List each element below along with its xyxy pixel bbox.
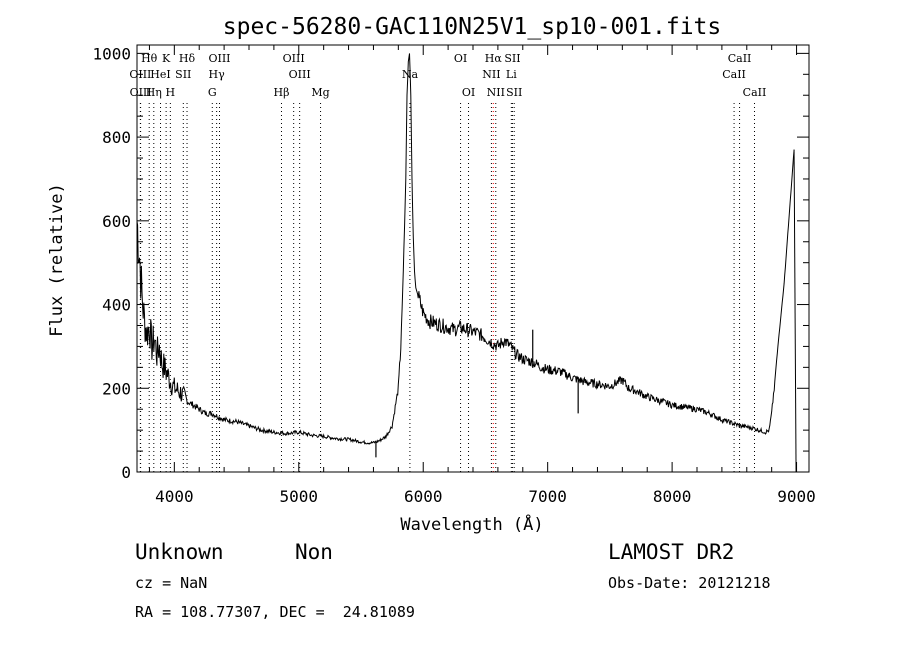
axes: 4000 5000 6000 7000 8000 9000 0 200 400 600 800 100… [92,44,815,506]
line-label: Hα [485,52,503,65]
y-tick-label: 800 [102,128,131,147]
line-label: H [166,86,176,99]
chart-title: spec-56280-GAC110N25V1_sp10-001.fits [223,14,722,40]
y-tick-label: 0 [121,463,131,482]
line-label: OIII [208,52,230,65]
y-axis-label: Flux (relative) [47,183,67,337]
x-tick-label: 7000 [528,487,567,506]
redshift-cz: cz = NaN [135,574,208,592]
y-tick-label: 400 [102,296,131,315]
line-label: CaII [728,52,752,65]
line-label: Li [506,68,517,81]
object-subclass: Non [295,540,333,564]
line-label: OI [462,86,475,99]
x-tick-label: 6000 [404,487,443,506]
line-label: Hβ [274,86,290,99]
y-tick-label: 600 [102,212,131,231]
line-label: CaII [743,86,767,99]
line-label: HeI [150,68,170,81]
line-label: NII [487,86,505,99]
line-label: OI [454,52,467,65]
x-tick-label: 9000 [777,487,816,506]
line-label: SII [506,86,522,99]
line-label: OIII [283,52,305,65]
line-label: Hθ [141,52,158,65]
line-label: NII [482,68,500,81]
x-tick-label: 8000 [653,487,692,506]
plot-frame [136,44,810,473]
line-label: G [208,86,217,99]
line-label: SII [175,68,191,81]
spectrum-series-layer [136,53,797,473]
x-axis-label: Wavelength (Å) [400,513,543,535]
line-label: Hδ [179,52,196,65]
line-label: SII [504,52,520,65]
line-label: Mg [311,86,329,99]
y-tick-label: 1000 [92,44,131,63]
line-label: Hη [146,86,162,99]
coordinates: RA = 108.77307, DEC = 24.81089 [135,603,415,621]
object-class: Unknown [135,540,224,564]
obs-date: Obs-Date: 20121218 [608,574,771,592]
survey-name: LAMOST DR2 [608,540,735,564]
line-label: CaII [722,68,746,81]
y-tick-label: 200 [102,379,131,398]
x-tick-label: 5000 [280,487,319,506]
spectrum-line [136,53,795,445]
line-label: OIII [289,68,311,81]
x-tick-label: 4000 [155,487,194,506]
spectrum-end-drop [793,149,797,473]
line-label: OIII [130,86,152,99]
line-label: Hγ [209,68,226,81]
line-label: K [162,52,171,65]
